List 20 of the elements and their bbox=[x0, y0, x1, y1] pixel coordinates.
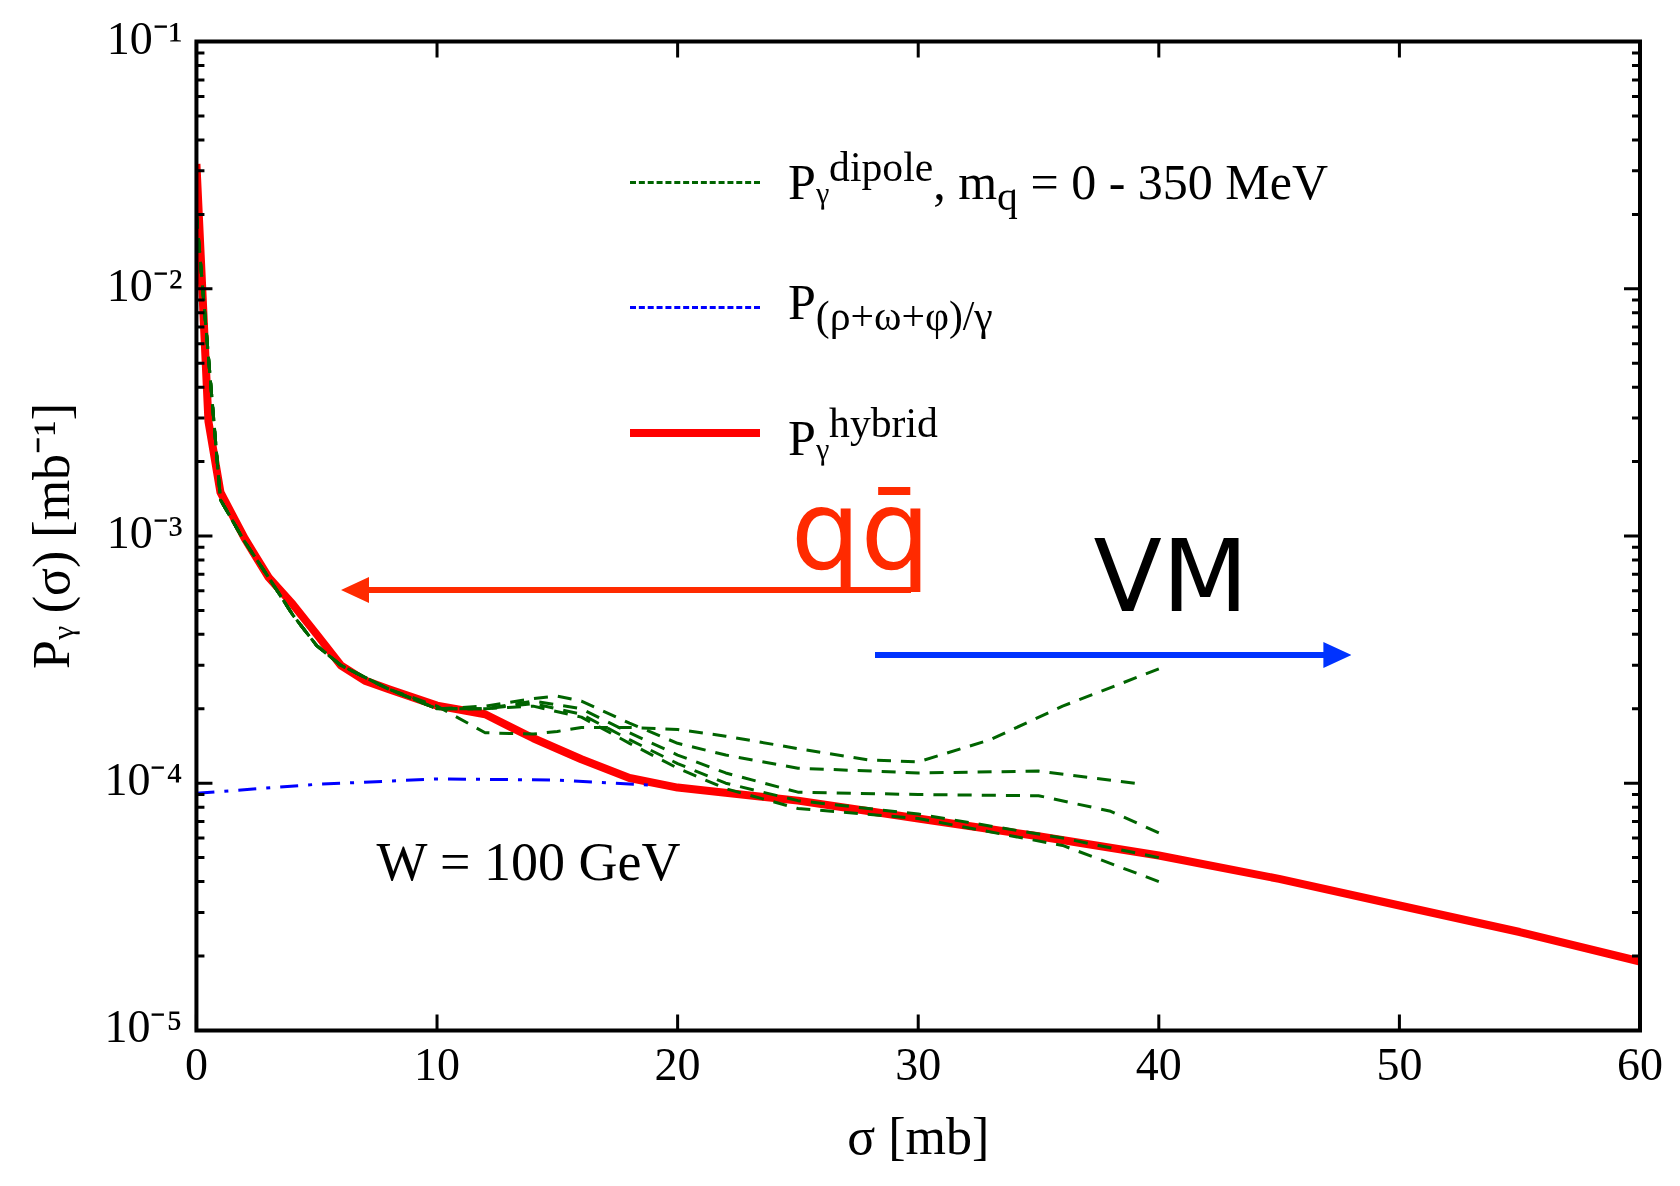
legend-label: P$_{(ρ+ω+φ)/γ}$ bbox=[788, 274, 993, 340]
x-tick-label: 30 bbox=[895, 1039, 942, 1091]
y-tick-label: 10⁻³ bbox=[106, 507, 183, 559]
y-tick-label: 10⁻⁵ bbox=[104, 1001, 183, 1053]
annotation: W = 100 GeV bbox=[376, 831, 681, 894]
y-tick-label: 10⁻¹ bbox=[106, 12, 183, 64]
x-tick-label: 20 bbox=[654, 1039, 701, 1091]
annotation: VM bbox=[1093, 517, 1249, 635]
annotation: qq̄ bbox=[790, 467, 931, 596]
legend-label: Pᵧ$^{hybrid}$ bbox=[788, 399, 938, 466]
y-axis-title: Pᵧ (σ) [mb⁻¹] bbox=[22, 402, 81, 670]
legend-label: Pᵧ$^{dipole}$, m$_{q}$ = 0 - 350 MeV bbox=[788, 144, 1329, 219]
x-tick-label: 40 bbox=[1135, 1039, 1182, 1091]
x-tick-label: 50 bbox=[1376, 1039, 1423, 1091]
y-tick-label: 10⁻⁴ bbox=[104, 754, 183, 806]
y-tick-label: 10⁻² bbox=[106, 259, 183, 311]
x-tick-label: 10 bbox=[414, 1039, 461, 1091]
x-tick-label: 0 bbox=[184, 1039, 208, 1091]
x-tick-label: 60 bbox=[1617, 1039, 1663, 1091]
x-axis-title: σ [mb] bbox=[847, 1108, 990, 1166]
